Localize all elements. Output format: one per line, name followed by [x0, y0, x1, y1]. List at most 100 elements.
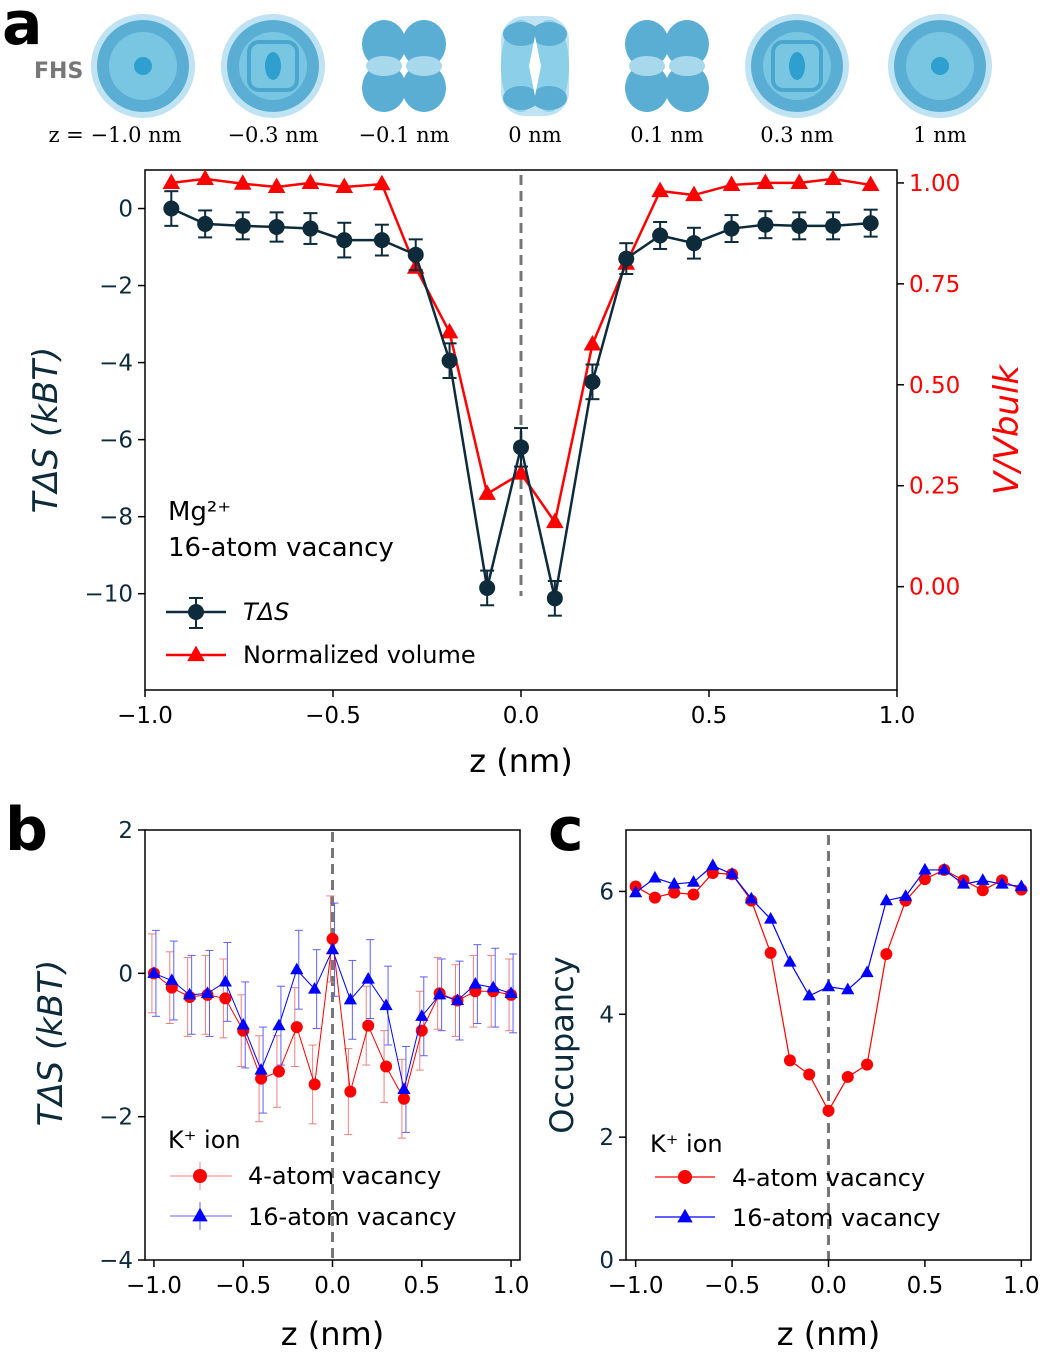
volume-point [790, 173, 809, 189]
lobe-bottom [402, 64, 446, 112]
lobe-waist [366, 56, 402, 76]
plot-frame [144, 169, 898, 691]
entropy-point [618, 250, 635, 267]
panel-letter-c: c [548, 795, 584, 865]
y-tick-label: 2 [599, 1125, 614, 1151]
lobe-top [362, 20, 406, 68]
x-tick-label: 0.0 [503, 703, 540, 729]
series-point-1 [860, 965, 874, 978]
legend-label-volume: Normalized volume [243, 641, 476, 669]
series-point-1 [783, 955, 797, 967]
ion-dot [931, 57, 949, 75]
y-tick-label: −6 [99, 428, 133, 454]
x-axis-label: z (nm) [469, 742, 572, 780]
series-point-0 [976, 884, 989, 897]
series-point-1 [450, 993, 465, 1006]
x-tick-label: −1.0 [117, 703, 173, 729]
series-point-1 [802, 988, 816, 1001]
y-tick-label: 0 [118, 197, 133, 223]
series-point-0 [397, 1092, 410, 1105]
series-point-0 [918, 873, 931, 886]
entropy-point [336, 232, 353, 249]
fhs-snapshot-0 [91, 14, 195, 118]
chart-panel-c: −1.0 −0.5 0.0 0.5 1.0 0 2 4 6 z (nm) Occupancy K⁺ i… [543, 829, 1040, 1353]
fhs-snapshot-4 [625, 20, 709, 112]
ion-dot [789, 52, 805, 80]
fhs-snapshot-row: FHS z = −1.0 nm −0.3 nm −0.1 nm 0 nm 0.1 nm 0… [34, 14, 992, 147]
series-point-0 [803, 1068, 816, 1081]
volume-point [861, 175, 880, 192]
entropy-point [234, 217, 251, 234]
series-point-1 [744, 891, 758, 904]
entropy-point [441, 352, 458, 369]
entropy-point [584, 373, 601, 390]
annotation-vacancy: 16-atom vacancy [168, 533, 394, 563]
legend-marker-entropy [188, 604, 204, 620]
y-axis-label: TΔS (kBT) [31, 960, 71, 1127]
y2-axis-label: V/Vbulk [987, 364, 1027, 496]
x-tick-label: −1.0 [608, 1273, 664, 1299]
series-point-0 [764, 946, 777, 959]
series-point-1 [504, 986, 518, 998]
series-point-1 [468, 977, 482, 989]
chart-panel-a: −1.0 −0.5 0.0 0.5 1.00−2−4−6−8−10z (nm)1.000… [26, 169, 1027, 780]
series-point-1 [706, 858, 720, 871]
series-point-0 [272, 1065, 285, 1078]
series-point-0 [822, 1104, 835, 1117]
ion-dot [265, 52, 281, 80]
series-point-1 [415, 1009, 429, 1021]
series-point-0 [668, 886, 681, 899]
lobe-top [402, 20, 446, 68]
series-point-1 [841, 982, 855, 995]
series-point-1 [361, 971, 375, 984]
snapshot-label-6: 1 nm [913, 123, 967, 147]
series-point-1 [272, 1018, 286, 1031]
lobe-waist [629, 56, 665, 76]
lobe-bottom [362, 64, 406, 112]
panel-letter-a: a [2, 0, 43, 59]
x-tick-label: 0.5 [403, 1273, 440, 1299]
ion-dot [134, 57, 152, 75]
lobe-top [625, 20, 669, 68]
lobe-waist [406, 56, 442, 76]
legend-marker-4 [678, 1170, 692, 1184]
entropy-point [302, 220, 319, 237]
entropy-point [513, 439, 529, 456]
fhs-snapshot-2 [362, 20, 446, 112]
y-tick-label: −4 [99, 1248, 133, 1274]
entropy-point [757, 216, 774, 233]
y-tick-label: −10 [84, 582, 133, 608]
volume-point [162, 173, 181, 189]
volume-point [583, 334, 602, 351]
entropy-point [825, 217, 842, 234]
volume-point [824, 169, 842, 185]
y-tick-label: 6 [599, 879, 614, 905]
series-point-1 [937, 862, 951, 875]
x-tick-label: 0.5 [691, 703, 728, 729]
volume-point [685, 185, 703, 202]
series-point-1 [918, 862, 932, 875]
volume-point [196, 169, 214, 185]
entropy-point [862, 215, 879, 232]
series-point-0 [861, 1058, 874, 1071]
series-point-1 [183, 987, 197, 1000]
series-point-1 [433, 987, 447, 1000]
legend-marker-16 [192, 1207, 208, 1222]
y2-tick-label: 0.75 [909, 272, 960, 298]
entropy-point [163, 200, 180, 217]
volume-point [478, 484, 496, 500]
lobe-waist [669, 56, 705, 76]
series-point-0 [362, 1019, 375, 1032]
snapshot-label-4: 0.1 nm [630, 123, 704, 147]
series-point-1 [995, 876, 1009, 889]
x-tick-label: −0.5 [305, 703, 361, 729]
vacancy-outline [771, 40, 823, 92]
series-point-0 [648, 891, 661, 904]
entropy-point [373, 232, 390, 249]
series-point-1 [667, 876, 681, 889]
series-point-0 [687, 888, 700, 901]
series-point-0 [255, 1072, 268, 1085]
series-point-1 [308, 982, 322, 994]
series-point-1 [879, 893, 893, 906]
